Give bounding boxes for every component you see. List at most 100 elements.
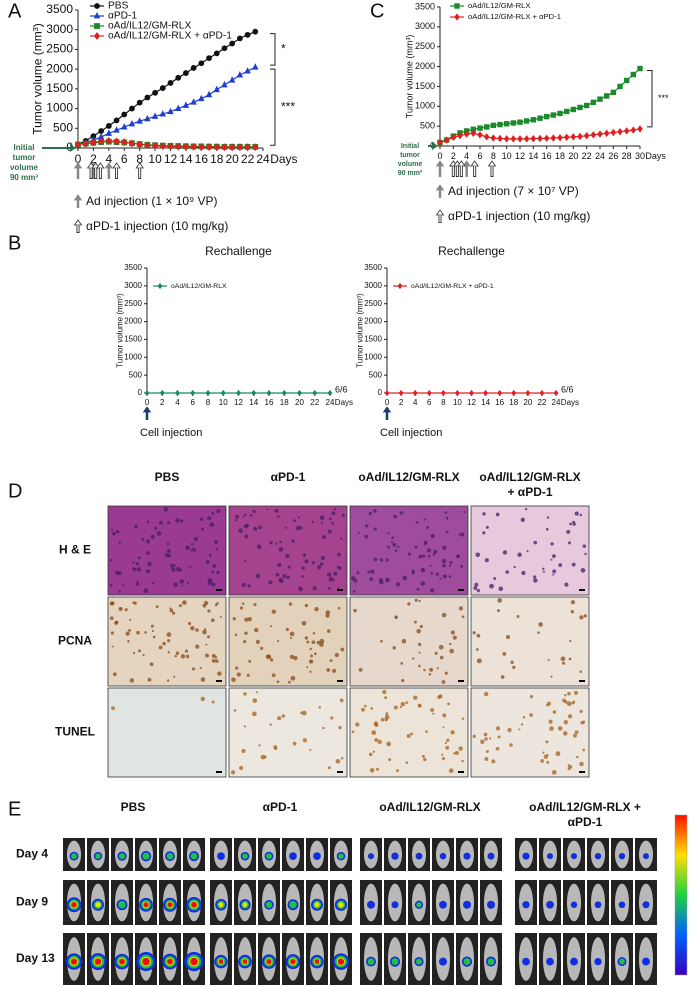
cell bbox=[428, 672, 432, 676]
marker bbox=[190, 142, 197, 151]
cell bbox=[132, 567, 136, 571]
cell bbox=[416, 628, 421, 634]
cell bbox=[169, 563, 174, 568]
cell bbox=[558, 563, 563, 567]
bracket bbox=[270, 68, 276, 146]
cell bbox=[200, 677, 206, 682]
x-tick-label: 6 bbox=[121, 152, 128, 166]
marker bbox=[469, 389, 474, 397]
cell bbox=[244, 534, 249, 539]
x-tick-label: 22 bbox=[310, 398, 319, 407]
cell bbox=[568, 657, 572, 661]
cell bbox=[567, 764, 570, 767]
marker bbox=[583, 102, 590, 109]
cell bbox=[385, 558, 389, 562]
signal bbox=[266, 853, 272, 860]
marker bbox=[426, 389, 432, 397]
cell bbox=[255, 691, 258, 694]
cell bbox=[156, 531, 162, 536]
marker bbox=[113, 117, 120, 124]
cell bbox=[150, 624, 154, 628]
marker bbox=[497, 134, 503, 143]
cell bbox=[271, 673, 276, 678]
x-tick-label: 8 bbox=[206, 398, 211, 407]
marker bbox=[537, 134, 543, 143]
cell bbox=[335, 759, 341, 764]
signal bbox=[95, 853, 101, 859]
cell bbox=[247, 617, 252, 622]
cell bbox=[281, 714, 286, 718]
cell bbox=[444, 511, 448, 514]
x-axis-label: Days bbox=[270, 152, 297, 166]
initial-volume-label: tumor bbox=[13, 153, 36, 162]
x-tick-label: 18 bbox=[509, 398, 518, 407]
legend-label: oAd/IL12/GM-RLX bbox=[468, 1, 530, 10]
cell bbox=[446, 738, 450, 742]
marker bbox=[550, 134, 557, 142]
signal bbox=[290, 958, 296, 965]
cell bbox=[552, 710, 557, 714]
cell bbox=[134, 524, 138, 529]
micrograph bbox=[349, 505, 469, 596]
cell bbox=[545, 740, 549, 744]
cell bbox=[538, 622, 543, 627]
end-label: 6/6 bbox=[561, 384, 574, 394]
cell bbox=[311, 520, 314, 524]
cell bbox=[390, 540, 394, 544]
cell bbox=[326, 629, 331, 633]
cell bbox=[235, 514, 239, 519]
marker bbox=[590, 99, 597, 106]
cell bbox=[509, 743, 513, 747]
cell bbox=[417, 642, 422, 647]
marker bbox=[490, 122, 497, 129]
signal bbox=[439, 900, 447, 909]
marker bbox=[151, 112, 159, 119]
y-axis-label: Tumor volume (mm³) bbox=[31, 23, 45, 135]
panel-label: E bbox=[8, 798, 21, 820]
cell bbox=[546, 701, 552, 706]
signal bbox=[391, 852, 399, 860]
cell bbox=[400, 701, 406, 707]
signal bbox=[522, 852, 530, 860]
cell bbox=[202, 603, 207, 608]
cell bbox=[309, 670, 312, 673]
cell bbox=[421, 554, 426, 558]
cell bbox=[555, 751, 561, 757]
marker bbox=[144, 389, 150, 397]
initial-volume-label: volume bbox=[398, 161, 423, 168]
x-tick-label: 4 bbox=[413, 398, 418, 407]
marker bbox=[136, 117, 143, 124]
cell bbox=[312, 632, 316, 635]
cell bbox=[351, 730, 355, 734]
y-tick-label: 3500 bbox=[364, 263, 382, 272]
column-header: oAd/IL12/GM-RLX + bbox=[529, 800, 641, 814]
y-tick-label: 0 bbox=[138, 388, 143, 397]
micrograph bbox=[470, 687, 590, 778]
signal bbox=[642, 901, 650, 909]
marker bbox=[121, 138, 128, 147]
significance-label: *** bbox=[658, 93, 669, 103]
cell bbox=[316, 640, 321, 645]
cell bbox=[211, 654, 216, 659]
scale-bar bbox=[458, 680, 464, 682]
cell bbox=[526, 550, 529, 553]
cell bbox=[298, 525, 303, 530]
cell bbox=[149, 662, 154, 667]
cell bbox=[292, 741, 297, 746]
y-tick-label: 3000 bbox=[46, 22, 73, 36]
cell bbox=[374, 738, 379, 742]
signal bbox=[391, 958, 399, 966]
micrograph bbox=[228, 687, 348, 778]
cell bbox=[291, 539, 295, 543]
signal bbox=[522, 901, 530, 909]
cell bbox=[320, 556, 325, 561]
y-tick-label: 2500 bbox=[415, 41, 435, 51]
cell bbox=[322, 726, 325, 730]
cell bbox=[516, 614, 520, 618]
initial-volume-label: 90 mm³ bbox=[10, 173, 38, 182]
cell bbox=[341, 513, 345, 517]
signal bbox=[643, 853, 649, 860]
cell bbox=[495, 746, 500, 751]
cell bbox=[393, 514, 397, 519]
cell bbox=[143, 588, 149, 594]
